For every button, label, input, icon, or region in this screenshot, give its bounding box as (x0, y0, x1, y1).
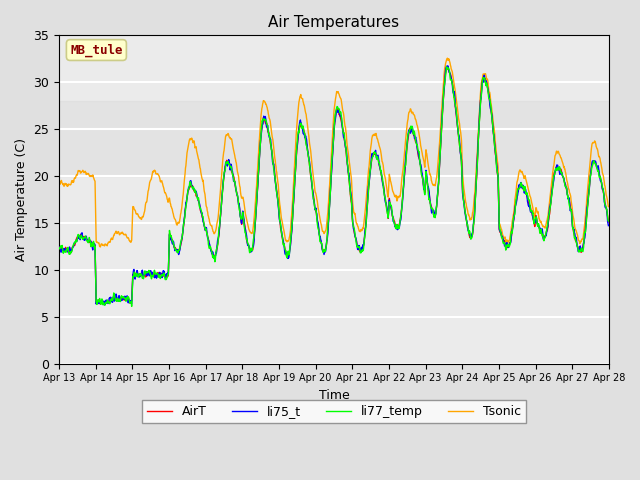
li77_temp (605, 218, 612, 224)
AirT (419, 181, 427, 187)
li77_temp (164, 271, 172, 276)
AirT (443, 64, 451, 70)
li77_temp (128, 303, 136, 309)
li77_temp (178, 236, 186, 242)
AirT (178, 238, 186, 243)
li75_t (492, 149, 499, 155)
Tsonic (97, 244, 104, 250)
li75_t (164, 271, 172, 277)
AirT (101, 301, 109, 307)
li75_t (605, 223, 612, 228)
X-axis label: Time: Time (319, 389, 349, 402)
Y-axis label: Air Temperature (C): Air Temperature (C) (15, 138, 28, 261)
li75_t (419, 181, 427, 187)
li75_t (239, 210, 247, 216)
li75_t (101, 302, 109, 308)
AirT (239, 215, 247, 220)
li77_temp (55, 246, 63, 252)
Tsonic (444, 55, 451, 61)
AirT (55, 245, 63, 251)
li77_temp (492, 149, 499, 155)
AirT (540, 235, 548, 240)
Line: Tsonic: Tsonic (59, 58, 609, 247)
Tsonic (55, 179, 63, 185)
li77_temp (419, 180, 427, 186)
AirT (492, 152, 499, 157)
li75_t (444, 63, 452, 69)
AirT (164, 272, 172, 278)
AirT (605, 219, 612, 225)
li77_temp (239, 214, 247, 219)
li75_t (540, 237, 548, 242)
Tsonic (164, 199, 172, 205)
Line: li75_t: li75_t (59, 66, 609, 305)
li77_temp (540, 238, 548, 244)
Bar (59, 101, 609, 176)
li75_t (55, 244, 63, 250)
Text: MB_tule: MB_tule (70, 43, 123, 57)
Tsonic (239, 195, 247, 201)
Line: AirT: AirT (59, 67, 609, 304)
li75_t (178, 236, 186, 242)
Tsonic (605, 204, 612, 209)
Tsonic (178, 205, 186, 211)
Title: Air Temperatures: Air Temperatures (268, 15, 399, 30)
Line: li77_temp: li77_temp (59, 67, 609, 306)
li77_temp (443, 64, 451, 70)
Tsonic (419, 156, 427, 162)
Tsonic (492, 141, 499, 146)
Tsonic (540, 224, 548, 229)
Legend: AirT, li75_t, li77_temp, Tsonic: AirT, li75_t, li77_temp, Tsonic (142, 400, 526, 423)
